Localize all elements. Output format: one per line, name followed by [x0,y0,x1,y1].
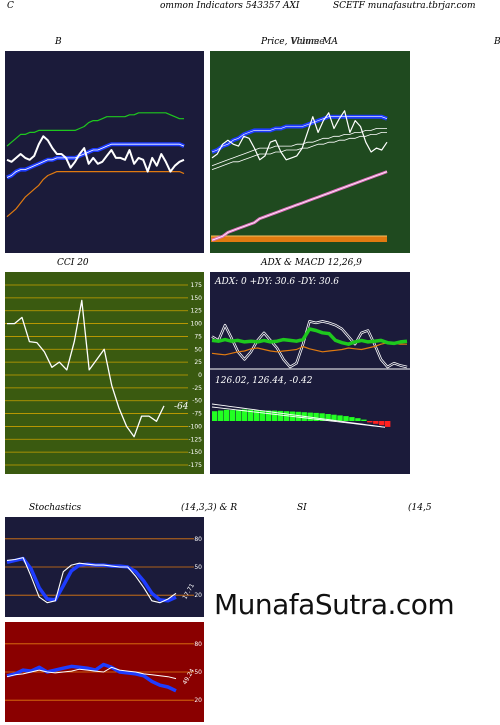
macd-histogram-bar [319,413,325,421]
macd-histogram-bar [247,409,254,421]
stoch-tick-label: 20 [194,592,202,599]
ma-white-2-line [211,132,387,170]
macd-histogram-bar [212,411,218,421]
volume-overlap-label: Volume [291,37,325,47]
rsi-tick-label: 80 [194,641,202,648]
macd-histogram-bar [361,419,367,421]
cci-tick-label: 50 [194,346,202,353]
header-left: C [7,1,14,11]
ma-pink-inner-line [211,171,388,241]
price-line [211,110,388,161]
bollinger-label: B [55,37,62,47]
macd-histogram-bar [218,410,224,421]
cci-tick-label: -25 [192,385,202,392]
macd-histogram-bar [271,410,278,421]
macd-histogram-bar [253,410,260,421]
macd-histogram-bar [265,410,272,421]
cci-tick-label: 150 [191,295,203,302]
cci-line [7,299,165,438]
rsi-tick-label: 50 [194,669,202,676]
volume-band [211,236,387,242]
rsi-smooth-line [6,662,177,693]
macd-values-text: 126.02, 126.44, -0.42 [215,376,313,386]
ma-white-1-line [211,128,387,167]
rsi-tick-label: 20 [194,697,202,704]
macd-histogram-bar [367,421,373,423]
macd-histogram-bar [241,409,248,421]
header-middle: ommon Indicators 543357 AXI [160,1,300,11]
macd-histogram-bar [313,412,319,421]
macd-histogram-bar [229,410,236,421]
adx-macd-chart: ADX: 0 +DY: 30.6 -DY: 30.6 126.02, 126.4… [209,271,411,475]
right-edge-label: B [494,37,500,47]
plus-dy-line [211,327,408,346]
header: C ommon Indicators 543357 AXI SCETF muna… [0,0,500,14]
adx-background [209,271,411,475]
macd-line [211,403,386,428]
macd-histogram-bar [277,410,283,421]
macd-histogram-bar [259,410,266,421]
stoch-tick-label: 80 [194,536,202,543]
price-label: Price, Vlume MA [261,37,338,47]
adx-macd-label: ADX & MACD 12,26,9 [261,258,362,268]
bollinger-background [4,50,205,254]
stoch-label: Stochastics [29,503,82,513]
adx-values-text: ADX: 0 +DY: 30.6 -DY: 30.6 [214,277,339,287]
cci-tick-label: 0 [198,372,202,379]
macd-histogram-bar [337,415,343,421]
rsi-line [6,666,177,680]
cci-tick-label: -150 [188,449,202,456]
header-right: SCETF munafasutra.tbrjar.com [333,1,476,11]
macd-histogram-bar [385,421,391,427]
price-ma-chart [209,50,411,254]
cci-chart: 175 150 125 100 75 50 25 0 -25 -50 -75 -100 -125 -150… [4,271,205,475]
stoch-k-line [6,557,177,604]
macd-histogram-bar [373,421,379,424]
stoch-tick-label: 50 [194,564,202,571]
macd-signal-line [211,406,386,428]
price-background [209,50,411,254]
macd-histogram-bar [355,418,361,421]
cci-tick-label: -75 [192,411,202,418]
cci-tick-label: -125 [188,436,202,443]
bollinger-lower-line [6,170,185,218]
cci-tick-label: 75 [194,333,202,340]
cci-tick-label: 100 [191,321,203,328]
macd-histogram-bar [349,417,355,421]
cci-label: CCI 20 [57,258,89,268]
adx-line-inner [211,320,408,368]
cci-tick-label: -100 [188,423,202,430]
bollinger-middle-inner-line [6,143,185,178]
cci-tick-label: -50 [192,398,202,405]
macd-histogram-bar [223,409,230,421]
cci-last-label: -64 [174,402,189,412]
cci-tick-label: 125 [191,308,203,315]
macd-histogram-bar [379,421,385,426]
macd-histogram-bar [235,409,242,421]
macd-histogram-bar [325,414,331,421]
bollinger-chart [4,50,205,254]
ma-blue-inner-line [211,116,388,153]
macd-histogram-bar [331,414,337,421]
watermark: MunafaSutra.com [214,588,455,621]
cci-background [4,271,205,475]
macd-histogram-bar [343,416,349,421]
si-label: SI [297,503,307,513]
macd-histogram-bar [295,411,301,421]
bollinger-price-line [6,135,185,173]
bollinger-upper-line [6,112,184,147]
stoch-params-label: (14,3,3) & R [181,503,238,513]
cci-tick-label: 25 [194,359,202,366]
cci-tick-label: 175 [191,282,203,289]
minus-dy-line [211,342,407,356]
si-params-label: (14,5 [408,503,432,513]
cci-tick-label: -175 [188,462,202,469]
